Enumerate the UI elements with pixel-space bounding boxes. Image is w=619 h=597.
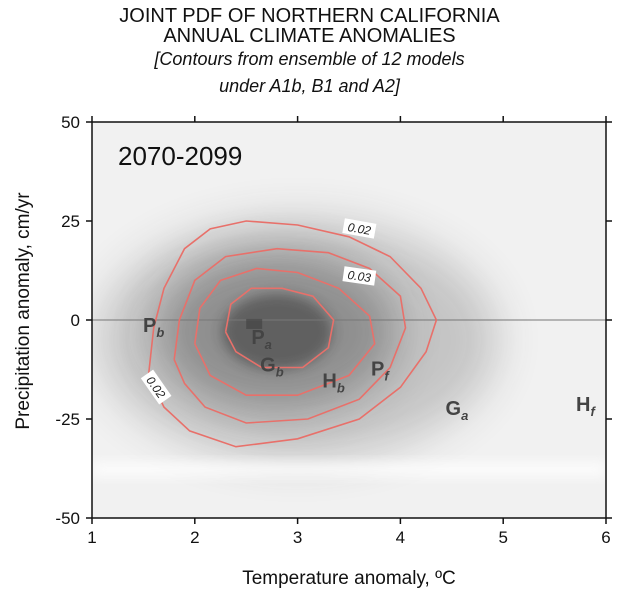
marker-g-a: Ga — [446, 398, 469, 423]
chart-subtitle-line-2: under A1b, B1 and A2] — [219, 76, 400, 96]
contour-lines — [147, 220, 438, 448]
y-tick-label--25: -25 — [55, 410, 80, 429]
x-tick-label-6: 6 — [601, 528, 610, 547]
x-axis: 1 2 3 4 5 6 — [87, 116, 611, 547]
chart-subtitle-line-1: [Contours from ensemble of 12 models — [154, 49, 465, 69]
contour-label-bg — [342, 266, 377, 286]
contour-1 — [173, 247, 407, 424]
contour-label-text: 0.02 — [347, 220, 373, 238]
contour-0 — [147, 220, 438, 448]
x-tick-label-1: 1 — [87, 528, 96, 547]
contour-3 — [224, 287, 335, 369]
period-label: 2070-2099 — [118, 141, 242, 171]
contour-labels: 0.020.030.02 — [140, 218, 377, 405]
contour-label-1: 0.03 — [342, 266, 377, 286]
x-axis-label: Temperature anomaly, ºC — [242, 568, 456, 589]
marker-h-b: Hb — [322, 370, 344, 395]
marker-g-b: Gb — [260, 355, 284, 380]
x-tick-label-2: 2 — [190, 528, 199, 547]
contour-label-0: 0.02 — [342, 218, 377, 239]
marker-p-a: Pa — [251, 327, 272, 352]
x-tick-label-4: 4 — [396, 528, 405, 547]
x-tick-label-3: 3 — [293, 528, 302, 547]
contour-label-bg — [342, 218, 377, 239]
peak-mark — [246, 318, 263, 329]
y-axis: 50 25 0 -25 -50 — [55, 113, 612, 528]
contour-label-text: 0.03 — [347, 268, 372, 285]
scenario-markers: Pb Pa Gb Hb Pf Ga Hf — [143, 315, 596, 423]
chart-title-line-1: JOINT PDF OF NORTHERN CALIFORNIA — [119, 5, 500, 27]
density-core — [222, 293, 333, 370]
x-tick-label-5: 5 — [498, 528, 507, 547]
marker-p-f: Pf — [371, 359, 390, 384]
y-axis-label: Precipitation anomaly, cm/yr — [13, 192, 34, 430]
marker-p-b: Pb — [143, 315, 164, 340]
y-tick-label--50: -50 — [55, 509, 80, 528]
density-shading — [92, 219, 606, 477]
contour-label-bg — [140, 369, 172, 405]
light-band — [92, 462, 606, 477]
y-tick-label-0: 0 — [71, 311, 80, 330]
y-tick-label-50: 50 — [61, 113, 80, 132]
chart-title-line-2: ANNUAL CLIMATE ANOMALIES — [163, 25, 456, 47]
marker-h-f: Hf — [576, 394, 596, 419]
contour-2 — [194, 267, 376, 397]
y-tick-label-25: 25 — [61, 212, 80, 231]
